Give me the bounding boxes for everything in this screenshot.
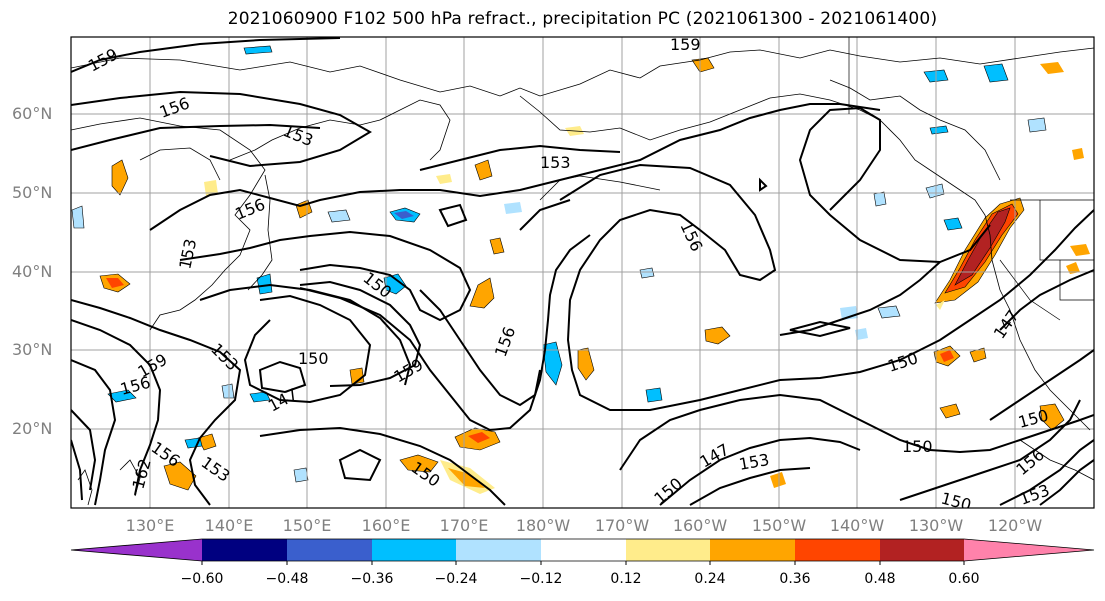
lon-label: 150°E (282, 516, 332, 535)
colorbar-segment (456, 539, 541, 561)
colorbar-tick-label: −0.60 (180, 571, 224, 587)
colorbar (70, 538, 1095, 565)
lon-label: 150°W (751, 516, 807, 535)
contour-label: 150 (902, 437, 933, 456)
contour-label: 153 (540, 153, 571, 172)
colorbar-tick-label: −0.48 (265, 571, 309, 587)
contour-label: 159 (670, 35, 701, 54)
lat-label-20n: 20°N (12, 419, 53, 438)
colorbar-segment (626, 539, 710, 561)
colorbar-tick-label: 0.12 (610, 571, 642, 587)
colorbar-tick-label: 0.36 (779, 571, 811, 587)
map-gridlines (71, 37, 1094, 508)
lon-label: 160°W (672, 516, 728, 535)
map-plot-area: 159 156 153 153 156 153 150 159 156 153 … (71, 35, 1094, 515)
colorbar-tick-label: −0.36 (350, 571, 394, 587)
contour-label: 150 (298, 349, 329, 368)
map-title: 2021060900 F102 500 hPa refract., precip… (227, 9, 938, 29)
colorbar-segment (287, 539, 372, 561)
colorbar-segment (710, 539, 795, 561)
colorbar-segment (964, 539, 1094, 561)
colorbar-segment (541, 539, 626, 561)
colorbar-segment (795, 539, 880, 561)
lon-label: 140°E (204, 516, 254, 535)
contour-label: 150 (939, 489, 973, 515)
lon-label: 120°W (987, 516, 1043, 535)
lon-label: 170°W (594, 516, 650, 535)
colorbar-segment (372, 539, 456, 561)
colorbar-tick-label: −0.12 (519, 571, 563, 587)
lon-label: 140°W (829, 516, 885, 535)
colorbar-tick-label: 0.24 (694, 571, 726, 587)
contour-lines (71, 37, 1094, 506)
lon-label: 160°E (361, 516, 411, 535)
lat-label-30n: 30°N (12, 340, 53, 359)
colorbar-tick-label: 0.48 (864, 571, 896, 587)
lon-label: 180°W (515, 516, 571, 535)
precipitation-shading (71, 45, 1090, 494)
lat-label-50n: 50°N (12, 183, 53, 202)
political-borders (848, 37, 1094, 321)
colorbar-segment (880, 539, 964, 561)
lon-label: 170°E (439, 516, 489, 535)
lat-label-60n: 60°N (12, 104, 53, 123)
colorbar-tick-label: −0.24 (434, 571, 478, 587)
lat-label-40n: 40°N (12, 262, 53, 281)
map-frame (70, 36, 1095, 509)
colorbar-segment (202, 539, 287, 561)
colorbar-segment (71, 539, 202, 561)
colorbar-tick-label: 0.60 (948, 571, 980, 587)
lon-label: 130°W (908, 516, 964, 535)
lon-label: 130°E (125, 516, 175, 535)
